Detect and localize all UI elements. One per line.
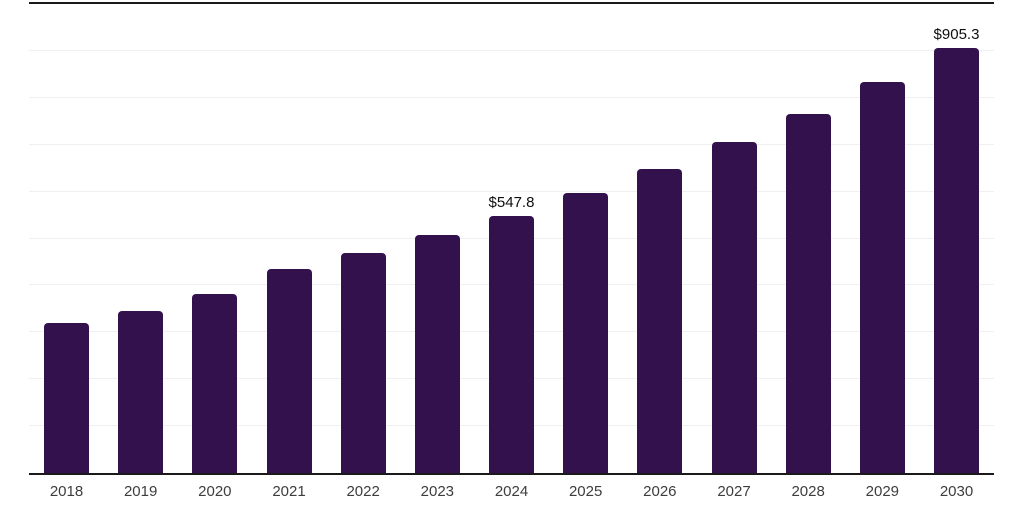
gridline (29, 143, 994, 145)
x-axis-label-2025: 2025 (568, 483, 603, 500)
bar-value-label-2024: $547.8 (488, 194, 535, 212)
x-axis-label-2026: 2026 (643, 483, 677, 500)
x-axis-label-2022: 2022 (346, 483, 380, 500)
bar-2020 (192, 293, 238, 473)
bar-2028 (785, 113, 831, 473)
bar-2021 (266, 269, 312, 473)
bar-2026 (637, 169, 683, 473)
bar-2022 (340, 253, 386, 473)
plot-area: $547.8 $905.3 (29, 2, 994, 475)
gridline (29, 49, 994, 51)
gridline (29, 190, 994, 192)
x-axis-label-2030: 2030 (939, 483, 974, 500)
bar-2027 (711, 141, 757, 473)
x-axis-label-2019: 2019 (123, 483, 158, 500)
x-axis-label-2024: 2024 (494, 483, 529, 500)
bar-value-label-2030: $905.3 (933, 26, 980, 44)
x-axis-label-2023: 2023 (420, 483, 455, 500)
bar-2030 (934, 48, 979, 473)
x-axis-label-2029: 2029 (865, 483, 900, 500)
bar-2029 (859, 81, 905, 473)
bar-2025 (563, 193, 609, 473)
x-axis-label-2028: 2028 (791, 483, 825, 500)
bar-2019 (118, 311, 164, 473)
gridline (29, 96, 994, 98)
x-axis-label-2020: 2020 (198, 483, 232, 500)
x-axis-label-2018: 2018 (49, 483, 84, 500)
bar-2024 (489, 216, 534, 473)
x-axis-label-2021: 2021 (272, 483, 306, 500)
x-axis-label-2027: 2027 (717, 483, 751, 500)
bar-2023 (414, 235, 460, 473)
bar-2018 (44, 323, 89, 473)
